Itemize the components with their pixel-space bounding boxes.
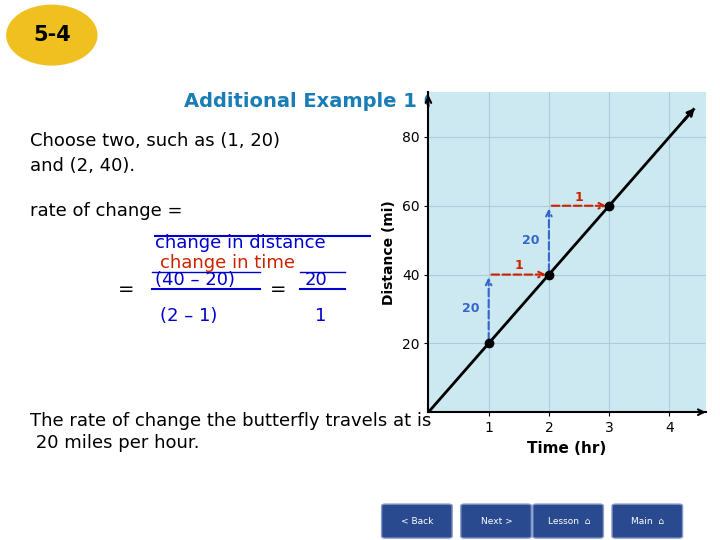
Text: 20: 20	[462, 302, 480, 315]
X-axis label: Time (hr): Time (hr)	[527, 441, 607, 456]
Text: 1: 1	[315, 307, 326, 325]
Text: Next >: Next >	[481, 517, 513, 525]
Text: Lesson  ⌂: Lesson ⌂	[547, 517, 590, 525]
Ellipse shape	[6, 5, 96, 65]
Text: rate of change =: rate of change =	[30, 202, 182, 220]
Text: Additional Example 1 Continued: Additional Example 1 Continued	[184, 92, 536, 111]
Text: Main  ⌂: Main ⌂	[631, 517, 665, 525]
FancyBboxPatch shape	[461, 504, 531, 538]
Text: (40 – 20): (40 – 20)	[155, 271, 235, 289]
Text: change in time: change in time	[160, 254, 295, 272]
Y-axis label: Distance (mi): Distance (mi)	[382, 200, 396, 305]
Text: The rate of change the butterfly travels at is: The rate of change the butterfly travels…	[30, 412, 431, 430]
Text: Rates of Change and Slope: Rates of Change and Slope	[104, 22, 505, 48]
Text: 20 miles per hour.: 20 miles per hour.	[30, 434, 199, 452]
Text: 1: 1	[514, 259, 523, 273]
Text: change in distance: change in distance	[155, 234, 325, 252]
Text: 20: 20	[522, 234, 539, 247]
Text: =: =	[118, 280, 135, 299]
Text: Choose two, such as (1, 20): Choose two, such as (1, 20)	[30, 132, 280, 150]
FancyBboxPatch shape	[533, 504, 603, 538]
FancyBboxPatch shape	[382, 504, 452, 538]
FancyBboxPatch shape	[612, 504, 683, 538]
Text: 1: 1	[575, 191, 583, 204]
Text: 20: 20	[305, 271, 328, 289]
Text: (2 – 1): (2 – 1)	[160, 307, 217, 325]
Text: < Back: < Back	[402, 517, 433, 525]
Text: © HOLT McDOUGAL. All Rights Reserved: © HOLT McDOUGAL. All Rights Reserved	[7, 516, 205, 526]
Text: and (2, 40).: and (2, 40).	[30, 157, 135, 175]
Text: =: =	[270, 280, 287, 299]
Text: 5-4: 5-4	[33, 25, 71, 45]
